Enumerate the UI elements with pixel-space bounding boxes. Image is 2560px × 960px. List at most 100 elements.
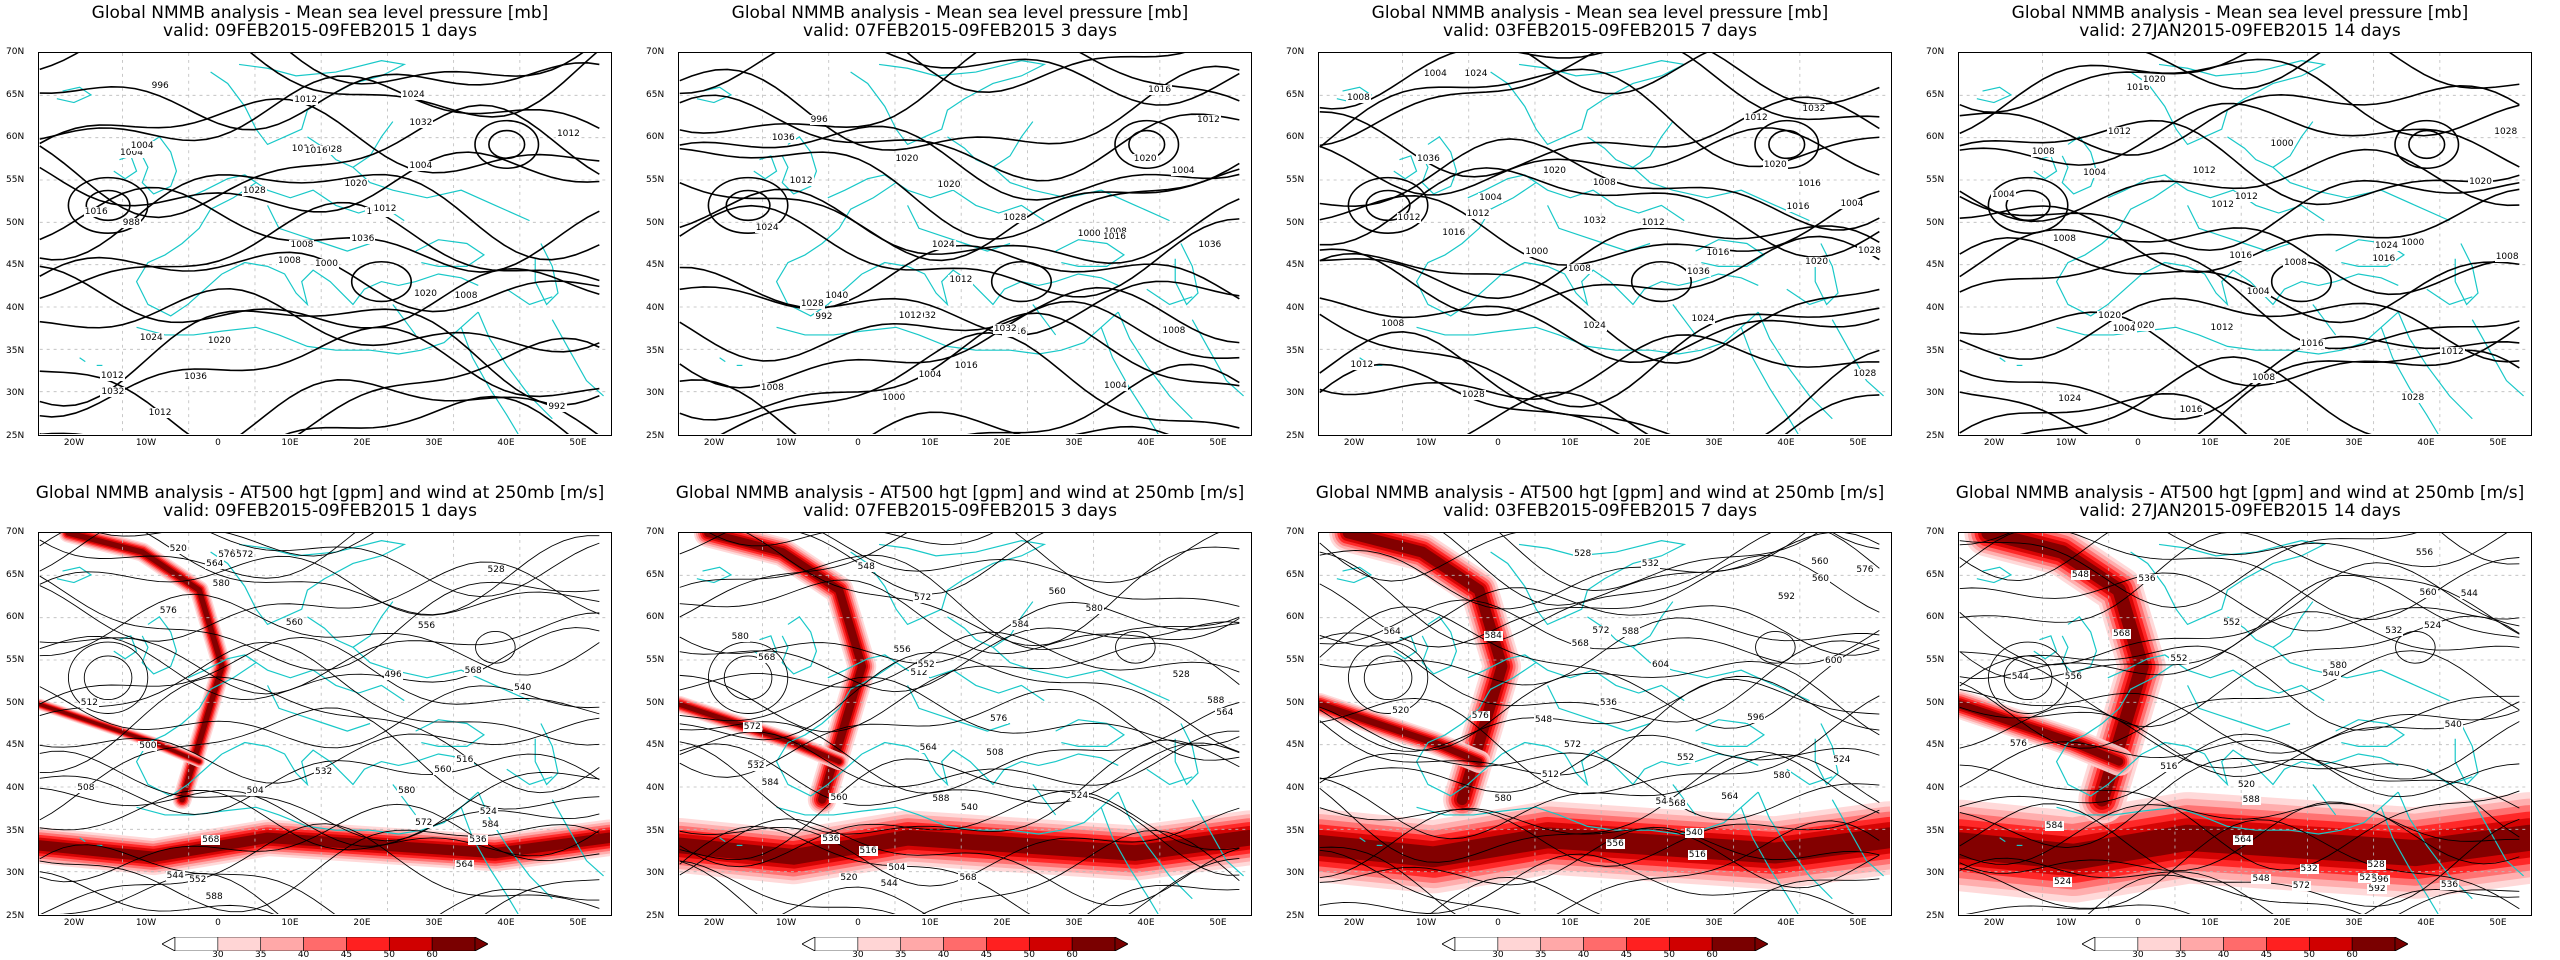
contours <box>1959 533 2520 914</box>
contour-label: 532 <box>746 761 766 772</box>
contour-label: 496 <box>383 669 403 680</box>
contour-label: 1004 <box>119 148 144 159</box>
isoline <box>1319 334 1880 400</box>
contour-label: 556 <box>1605 838 1625 849</box>
isoline <box>1965 819 2520 914</box>
isoline <box>39 251 600 313</box>
isoline <box>39 337 600 434</box>
lat-tick-label: 55N <box>646 175 665 185</box>
isoline <box>1319 225 1880 300</box>
closed-isoline <box>1115 630 1156 664</box>
isoline <box>679 730 1240 788</box>
coastline <box>1055 719 1126 747</box>
lon-tick-label: 20W <box>703 918 725 928</box>
isoline <box>39 685 600 749</box>
contour-label: 560 <box>1047 587 1067 598</box>
coastline <box>719 357 726 363</box>
contour-label: 604 <box>1650 659 1671 670</box>
lat-tick-label: 40N <box>1286 783 1305 793</box>
contour-label: 1028 <box>1460 389 1486 400</box>
isoline <box>59 873 279 914</box>
map-frame: 1004 1008 1012 1016 1020 1024 1028 1032 1036 1000… <box>1318 52 1892 436</box>
lon-tick-label: 30E <box>1705 438 1723 448</box>
contour-label: 528 <box>2358 872 2378 883</box>
colorbar-label: 30 <box>1492 950 1504 960</box>
contour-label: 564 <box>2233 835 2253 846</box>
contour-label: 536 <box>468 835 488 846</box>
contour-label: 1012 <box>2209 322 2235 333</box>
lat-tick-label: 55N <box>1926 655 1945 665</box>
contour-label: 1000 <box>2269 138 2295 149</box>
coastline <box>1490 540 1687 626</box>
lon-tick-label: 30E <box>1065 918 1083 928</box>
coastline <box>696 566 733 584</box>
isoline <box>1959 53 2520 114</box>
contour-label: 1004 <box>129 141 155 152</box>
isoline <box>679 300 1240 389</box>
lat-tick-label: 45N <box>1926 740 1945 751</box>
lon-tick-label: 30E <box>425 438 443 448</box>
contour-label: 1004 <box>2111 323 2137 334</box>
coastline <box>113 635 138 660</box>
contour-label: 568 <box>1570 639 1590 650</box>
lat-tick-label: 30N <box>1286 868 1305 879</box>
jet-band <box>39 832 610 863</box>
contour-label: 1004 <box>1422 69 1448 80</box>
closed-isoline <box>1347 176 1429 234</box>
closed-isoline <box>725 189 771 222</box>
coastline <box>2312 784 2337 816</box>
contour-label: 520 <box>168 543 188 554</box>
contour-label: 1012 <box>1640 218 1666 229</box>
contour-label: 548 <box>856 562 876 573</box>
lon-tick-label: 10E <box>281 918 299 928</box>
isoline <box>906 53 1185 93</box>
contour-label: 1008 <box>1380 318 1406 329</box>
contour-label: 1020 <box>206 336 232 347</box>
lon-tick-label: 40E <box>497 918 515 928</box>
lon-tick-label: 10E <box>921 918 939 928</box>
isoline <box>1959 645 2520 731</box>
isoline <box>39 575 600 671</box>
isoline <box>2145 53 2321 90</box>
contour-label: 1012 <box>1743 113 1769 124</box>
closed-isoline <box>2395 630 2436 664</box>
lat-tick-label: 25N <box>646 911 665 921</box>
isoline <box>1319 808 1880 889</box>
contour-label: 512 <box>909 667 929 678</box>
isoline <box>39 265 600 329</box>
lon-tick-label: 20W <box>1983 438 2005 448</box>
contour-label: 580 <box>1493 794 1513 805</box>
lat-tick-label: 25N <box>1926 431 1945 441</box>
lat-tick-label: 65N <box>1926 569 1945 580</box>
lat-tick-label: 65N <box>1286 569 1305 580</box>
contour-label: 1020 <box>1132 154 1158 165</box>
coastline <box>1416 311 1759 355</box>
lon-tick-label: 20E <box>1633 918 1651 928</box>
contour-label: 1012 <box>788 175 814 186</box>
jet-band <box>65 533 225 803</box>
lon-tick-label: 10E <box>1561 918 1579 928</box>
lon-tick-label: 0 <box>2135 438 2141 448</box>
contour-label: 992 <box>814 311 834 322</box>
contour-label: 572 <box>235 550 255 561</box>
contour-label: 1000 <box>2400 238 2426 249</box>
jet-band <box>1319 701 1483 765</box>
coastline <box>2335 719 2406 747</box>
lon-tick-label: 50E <box>1209 438 1227 448</box>
colorbar-label: 45 <box>2260 950 2273 960</box>
contour-label: 516 <box>858 845 878 856</box>
lat-tick-label: 55N <box>646 655 665 665</box>
map-canvas <box>1319 533 1890 914</box>
lat-tick-label: 70N <box>646 527 665 537</box>
colorbar-swatch <box>1071 936 1116 952</box>
colorbar-label: 30 <box>852 950 864 960</box>
contour-label: 1016 <box>2125 83 2151 94</box>
coastline <box>1814 243 1839 306</box>
lat-tick-label: 70N <box>1926 527 1945 537</box>
lon-tick-label: 20E <box>353 438 371 448</box>
isoline <box>679 125 1240 201</box>
closed-isoline <box>990 260 1053 303</box>
isoline <box>679 579 1240 655</box>
isoline <box>1959 533 2508 568</box>
lat-tick-label: 50N <box>6 217 25 228</box>
